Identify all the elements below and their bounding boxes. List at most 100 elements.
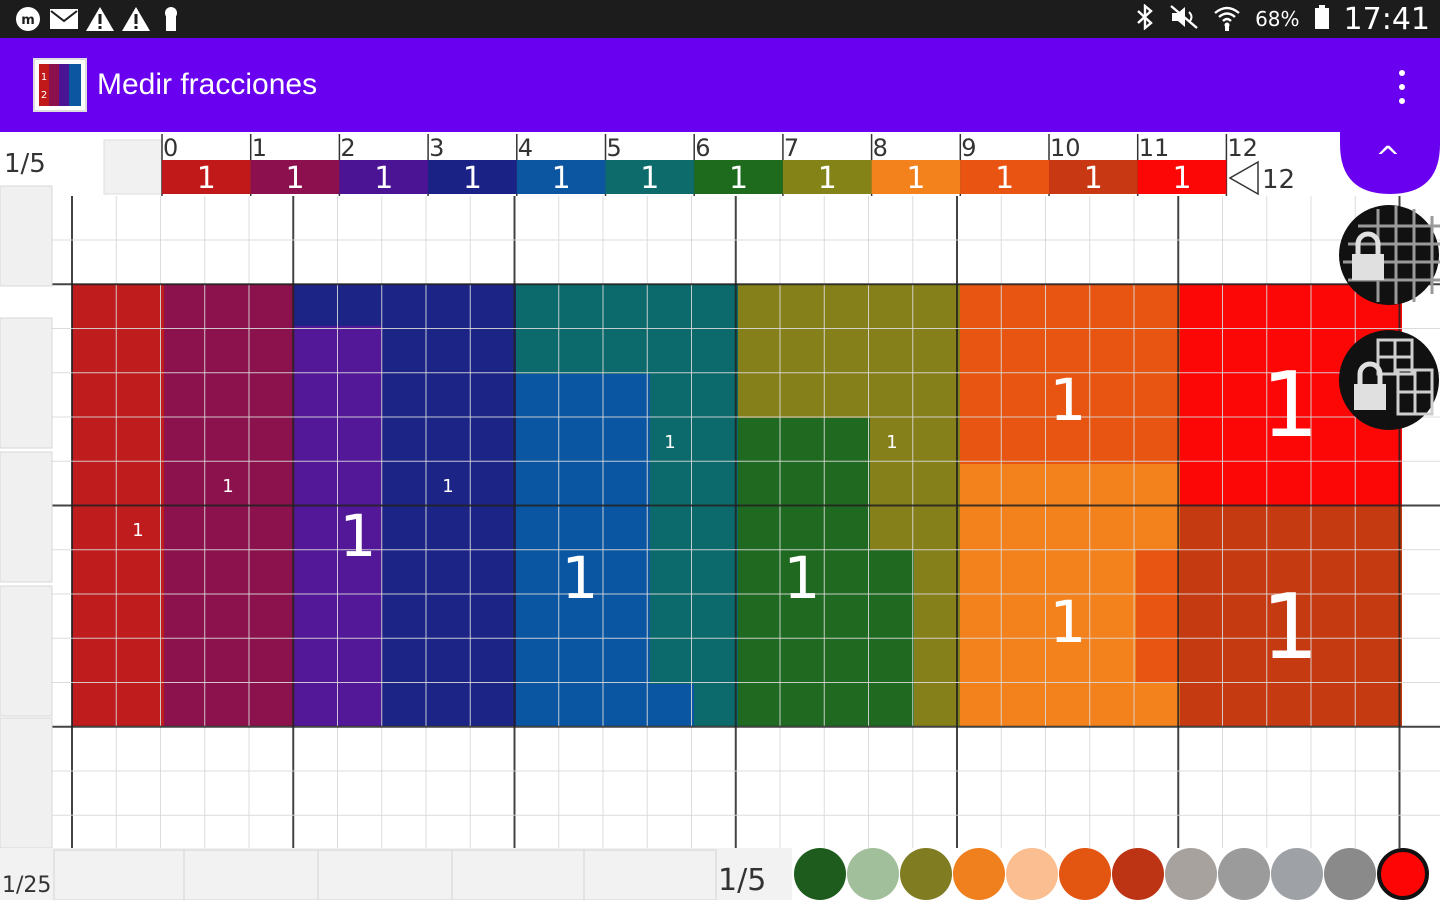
svg-text:m: m	[21, 13, 35, 28]
ruler-tick-label: 12	[1227, 134, 1258, 162]
block-label: 1	[1261, 575, 1318, 680]
color-swatch[interactable]	[1112, 848, 1164, 900]
block-label: 1	[1050, 366, 1087, 434]
more-vertical-icon[interactable]	[1392, 70, 1412, 104]
ruler-segment-label: 1	[729, 161, 748, 196]
color-swatch[interactable]	[847, 848, 899, 900]
block-labels: 1 1 1 1 1 1 1 1 1 1 1 1	[132, 353, 1318, 680]
ruler-segment-label: 1	[640, 161, 659, 196]
ruler-segment[interactable]	[250, 160, 340, 194]
ruler-tick-label: 8	[873, 134, 888, 162]
notification-m-icon: m	[12, 6, 44, 32]
block-navy[interactable]	[382, 326, 516, 726]
bottom-mid-label: 1/5	[718, 863, 766, 898]
lock-pieces-icon	[1339, 330, 1439, 430]
collapse-button[interactable]: ^	[1340, 118, 1440, 194]
block-label: 1	[132, 520, 143, 541]
ruler-segment[interactable]	[339, 160, 429, 194]
warning-icon	[84, 6, 116, 32]
ruler-tick-label: 10	[1050, 134, 1081, 162]
block-label: 1	[562, 544, 599, 612]
color-swatch[interactable]	[1271, 848, 1323, 900]
ruler-end-arrow[interactable]	[1228, 160, 1259, 196]
color-swatch[interactable]	[794, 848, 846, 900]
color-palette[interactable]	[792, 848, 1440, 900]
ruler-segment[interactable]	[782, 160, 872, 194]
wifi-icon	[1213, 3, 1241, 35]
app-bar: 1 2 Medir fracciones	[0, 38, 1440, 132]
color-swatch[interactable]	[1006, 848, 1058, 900]
mute-icon	[1169, 4, 1199, 34]
ruler-tick-label: 6	[695, 134, 710, 162]
block-orange-dark-bottom[interactable]	[1136, 550, 1180, 682]
ruler-tick-label: 4	[518, 134, 533, 162]
ruler-segment[interactable]	[1137, 160, 1227, 194]
ruler-segment-label: 1	[1173, 161, 1192, 196]
block-orange-dark[interactable]	[960, 284, 1180, 464]
ruler-segment[interactable]	[162, 160, 251, 194]
bluetooth-icon	[1135, 3, 1155, 34]
ruler-tick-label: 3	[429, 134, 444, 162]
ruler-segment-label: 1	[1084, 161, 1103, 196]
ruler-segment[interactable]	[871, 160, 961, 194]
bottom-bar: 1/25 1/5	[0, 848, 792, 900]
fraction-canvas[interactable]: 1 1 1 1 1 1 1 1 1 1 1 1 1/5 0 1 2 3 4 5 6 7 8 9 10…	[0, 132, 1440, 848]
color-swatch[interactable]	[900, 848, 952, 900]
app-title: Medir fracciones	[97, 68, 318, 101]
grid-lines	[52, 196, 1440, 848]
ruler-tick-label: 7	[784, 134, 799, 162]
ruler-segment-label: 1	[818, 161, 837, 196]
block-label: 1	[1050, 588, 1087, 656]
warning-icon	[120, 6, 152, 32]
keyhole-icon	[158, 6, 184, 32]
ruler-segment-label: 1	[995, 161, 1014, 196]
lock-pieces-button[interactable]	[1338, 330, 1440, 430]
ruler-segment-label: 1	[552, 161, 571, 196]
block-label: 1	[664, 432, 675, 453]
mail-icon	[48, 6, 80, 32]
bottom-left-label: 1/25	[2, 873, 51, 898]
ruler-segment-label: 1	[906, 161, 925, 196]
color-swatch[interactable]	[1324, 848, 1376, 900]
color-swatch[interactable]	[1377, 848, 1429, 900]
fractions-app-icon: 1 2	[33, 58, 87, 112]
block-label: 1	[340, 502, 377, 570]
ruler-segment[interactable]	[1049, 160, 1138, 194]
block-label: 1	[442, 476, 453, 497]
status-bar: m 68% 17:41	[0, 0, 1440, 38]
ruler-segment-label: 1	[463, 161, 482, 196]
ruler-unit-label: 1/5	[4, 149, 46, 179]
chevron-up-icon: ^	[1375, 141, 1400, 176]
ruler-tick-label: 9	[961, 134, 976, 162]
block-label: 1	[1261, 353, 1318, 458]
block-rust[interactable]	[1180, 506, 1402, 726]
color-swatch[interactable]	[1165, 848, 1217, 900]
block-navy-top[interactable]	[294, 284, 516, 326]
ruler-tick-label: 5	[607, 134, 622, 162]
ruler-tick-label: 0	[163, 134, 178, 162]
color-swatch[interactable]	[1218, 848, 1270, 900]
ruler-segment[interactable]	[605, 160, 695, 194]
block-green[interactable]	[738, 418, 870, 726]
ruler-segment-label: 1	[197, 161, 216, 196]
svg-text:2: 2	[41, 90, 47, 101]
ruler-tick-label: 11	[1139, 134, 1170, 162]
ruler-tick-label: 2	[340, 134, 355, 162]
ruler-segment-label: 1	[286, 161, 305, 196]
ruler-segment[interactable]	[516, 160, 606, 194]
lock-grid-button[interactable]	[1338, 204, 1440, 306]
battery-percent: 68%	[1255, 7, 1300, 31]
clock: 17:41	[1343, 1, 1430, 37]
block-label: 1	[784, 544, 821, 612]
ruler-segment[interactable]	[694, 160, 783, 194]
block-label: 1	[222, 476, 233, 497]
block-label: 1	[886, 432, 897, 453]
color-swatch[interactable]	[1059, 848, 1111, 900]
lock-grid-icon	[1339, 205, 1440, 305]
block-blue-bottom[interactable]	[650, 684, 694, 726]
ruler-segment[interactable]	[428, 160, 517, 194]
color-swatch[interactable]	[953, 848, 1005, 900]
ruler-segment[interactable]	[960, 160, 1049, 194]
ruler-end-label: 12	[1262, 165, 1295, 195]
